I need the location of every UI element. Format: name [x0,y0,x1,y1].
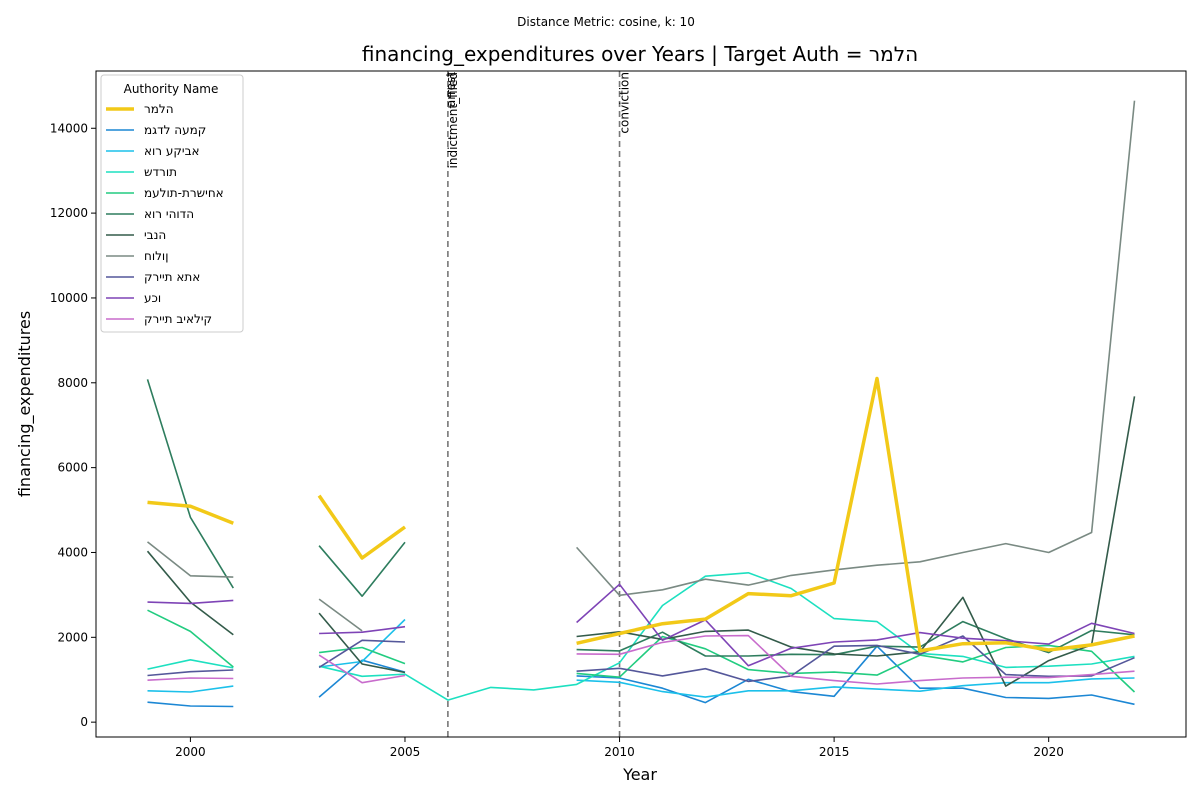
event-label: indictment_filed [446,72,460,168]
chart-suptitle: Distance Metric: cosine, k: 10 [517,15,695,29]
legend-label: אחישרת-תולעמ [144,186,224,200]
legend-label: קילאיב תיירק [144,312,212,326]
legend-label: אביקע רוא [144,144,200,158]
legend-label: תורדש [144,165,177,179]
legend-box [100,74,244,333]
y-tick-label: 0 [80,715,88,729]
y-tick-label: 4000 [57,545,88,559]
y-tick-label: 6000 [57,461,88,475]
y-tick-label: 8000 [57,376,88,390]
plot-frame [95,70,1187,738]
legend-items: הלמר קמעה לדגמ אביקע רוא תורדש אחישרת-תולעמ ה… [106,102,224,326]
y-axis: 0 2000 4000 6000 8000 10000 12000 14000 [50,121,96,729]
x-tick-label: 2020 [1033,745,1064,759]
series-line [146,379,1135,657]
legend-label: הנבי [144,228,166,242]
x-axis-title: Year [622,765,657,784]
series-line [147,100,1136,632]
y-tick-label: 10000 [50,291,88,305]
x-tick-label: 2015 [819,745,850,759]
legend-title: Authority Name [124,82,219,96]
series-line [146,396,1136,687]
event-label: conviction [618,72,632,134]
series-line [147,376,1135,653]
series-line [147,635,1135,683]
y-tick-label: 2000 [57,630,88,644]
x-tick-label: 2005 [390,745,421,759]
series-line [147,572,1135,701]
y-axis-title: financing_expenditures [15,311,35,497]
series-line [147,583,1135,667]
series-line [147,645,1135,708]
legend-label: קמעה לדגמ [144,123,206,137]
series-lines [146,100,1136,708]
y-tick-label: 12000 [50,206,88,220]
x-tick-label: 2000 [175,745,206,759]
series-line [147,634,1135,685]
legend-label: ןולוח [144,249,168,263]
x-axis: 2000 2005 2010 2015 2020 [175,737,1064,759]
legend-label: אתא תיירק [144,270,200,284]
legend: Authority Name הלמר קמעה לדגמ אביקע רוא תור… [100,74,244,333]
legend-label: וכע [144,291,161,305]
event-label: arrest [444,72,458,107]
legend-label: הלמר [144,102,174,116]
series-line [147,609,1136,693]
legend-label: הדוהי רוא [144,207,194,221]
x-tick-label: 2010 [604,745,635,759]
y-tick-label: 14000 [50,121,88,135]
chart-title: financing_expenditures over Years | Targ… [362,42,918,66]
